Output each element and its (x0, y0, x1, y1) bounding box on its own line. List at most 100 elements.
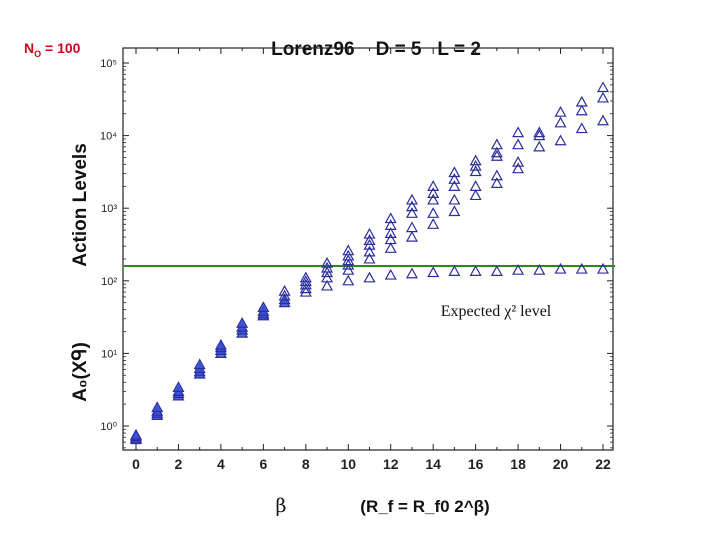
data-point-triangle (533, 126, 546, 138)
data-point-triangle (384, 233, 397, 245)
data-point-triangle (405, 230, 418, 242)
data-point-triangle (363, 227, 376, 239)
expected-level-label: Expected χ² level (441, 303, 552, 320)
data-point-triangle (596, 114, 610, 126)
data-point-triangle (363, 245, 376, 257)
data-point-triangle (299, 271, 312, 283)
data-point-triangle (490, 149, 503, 161)
data-point-triangle (490, 265, 503, 276)
data-point-triangle (490, 146, 503, 158)
x-tick-label: 12 (383, 456, 399, 472)
no-annotation: NO = 100 (24, 40, 80, 59)
x-tick-label: 18 (510, 456, 526, 472)
data-point-triangle (129, 428, 143, 440)
data-point-triangle (384, 227, 397, 238)
data-point-triangle (448, 265, 461, 276)
data-point-triangle (596, 91, 610, 103)
data-point-triangle (299, 275, 312, 287)
chart-title: Lorenz96 D = 5 L = 2 (271, 39, 481, 60)
data-point-triangle (512, 155, 525, 167)
x-axis-label-beta: β (276, 495, 287, 517)
y-tick-label: 10⁴ (100, 131, 117, 143)
data-point-triangle (384, 242, 397, 253)
data-point-triangle (384, 268, 397, 280)
x-tick-label: 16 (468, 456, 484, 472)
data-point-triangle (469, 159, 482, 171)
data-point-triangle (469, 189, 482, 201)
no-suffix: = 100 (41, 40, 81, 56)
data-point-triangle (299, 285, 312, 297)
data-point-triangle (512, 126, 525, 138)
y-tick-label: 10¹ (101, 348, 117, 360)
y-axis-label-bottom: A₀(Xᑫ) (70, 342, 91, 402)
x-axis-label-formula: (R_f = R_f0 2^β) (360, 497, 489, 516)
data-point-triangle (448, 193, 461, 205)
x-tick-label: 8 (302, 456, 310, 472)
data-point-triangle (363, 252, 376, 264)
data-point-triangle (575, 104, 588, 116)
data-point-triangle (342, 249, 355, 261)
data-point-triangle (575, 95, 588, 107)
x-tick-label: 14 (425, 456, 441, 472)
data-point-triangle (342, 274, 355, 286)
no-prefix: N (24, 40, 35, 56)
data-point-triangle (448, 173, 461, 184)
data-point-triangle (405, 267, 418, 279)
data-point-triangle (384, 212, 397, 224)
data-point-triangle (321, 271, 334, 283)
data-point-triangle (554, 105, 567, 117)
data-point-triangle (469, 154, 482, 166)
data-point-triangle (257, 301, 270, 313)
data-point-triangle (278, 293, 291, 305)
data-point-triangle (427, 207, 440, 218)
data-point-triangle (405, 193, 418, 205)
x-tick-label: 10 (340, 456, 356, 472)
data-point-triangle (469, 165, 482, 177)
y-tick-label: 10⁰ (100, 421, 117, 433)
data-point-triangle (321, 256, 334, 268)
x-tick-label: 4 (217, 456, 225, 472)
data-point-triangle (427, 187, 440, 198)
data-point-triangle (384, 219, 397, 230)
data-point-triangle (363, 234, 376, 246)
data-point-triangle (554, 262, 567, 274)
data-point-triangle (151, 401, 164, 413)
data-point-triangle (427, 193, 440, 205)
y-tick-label: 10³ (101, 203, 117, 215)
data-point-triangle (533, 263, 546, 275)
x-tick-label: 22 (595, 456, 611, 472)
data-point-triangle (278, 284, 291, 296)
data-point-triangle (490, 138, 503, 150)
data-point-triangle (448, 166, 461, 178)
data-point-triangle (363, 271, 376, 283)
data-point-triangle (469, 180, 482, 191)
y-tick-label: 10² (101, 276, 117, 288)
data-point-triangle (554, 116, 567, 128)
no-subscript: O (34, 48, 42, 59)
data-point-triangle (427, 266, 440, 278)
plot-frame (122, 47, 614, 451)
data-point-triangle (299, 282, 312, 294)
data-point-triangle (193, 358, 206, 370)
data-point-triangle (512, 263, 525, 275)
data-point-triangle (427, 218, 440, 229)
y-axis-label-top: Action Levels (70, 143, 91, 267)
x-tick-label: 2 (175, 456, 183, 472)
data-point-triangle (172, 381, 185, 393)
x-tick-label: 6 (259, 456, 267, 472)
y-tick-label: 10⁵ (100, 58, 117, 70)
data-point-triangle (512, 162, 525, 174)
data-point-triangle (236, 317, 249, 328)
data-point-triangle (554, 134, 567, 146)
data-point-triangle (575, 122, 588, 134)
data-point-triangle (405, 207, 418, 218)
data-point-triangle (533, 129, 546, 141)
data-point-triangle (490, 169, 503, 181)
x-tick-label: 0 (132, 456, 140, 472)
data-point-triangle (448, 180, 461, 191)
data-point-triangle (448, 205, 461, 217)
data-point-triangle (596, 262, 610, 274)
data-point-triangle (575, 262, 588, 274)
data-point-triangle (469, 265, 482, 276)
